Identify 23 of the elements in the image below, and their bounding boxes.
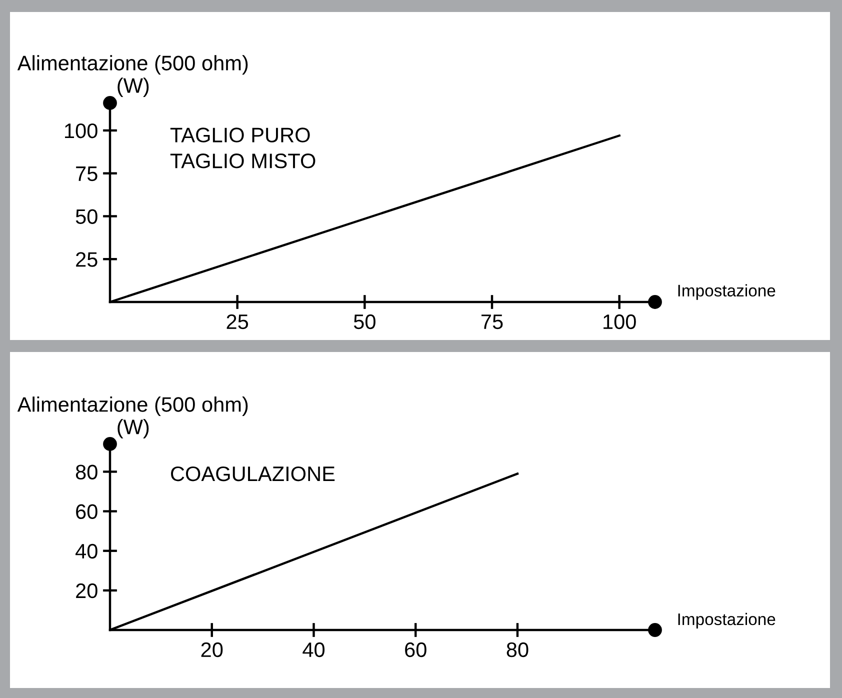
- annotation: COAGULAZIONE: [171, 466, 335, 482]
- x-tick-label: 40: [302, 642, 325, 658]
- y-tick-label: 50: [76, 209, 98, 224]
- y-tick-label: 40: [76, 544, 98, 559]
- y-tick-label: 20: [76, 583, 98, 598]
- x-tick-label: 75: [481, 314, 503, 330]
- x-tick-label: 60: [405, 642, 426, 658]
- y-tick-label: 60: [76, 504, 98, 520]
- x-tick-label: 50: [354, 314, 376, 330]
- y-axis-title: Alimentazione (500 ohm) (W): [17, 396, 248, 438]
- x-tick-label: 80: [506, 642, 528, 658]
- x-axis-title: Impostazione: [678, 284, 776, 300]
- x-axis-title: Impostazione: [678, 612, 776, 628]
- y-tick-label: 100: [65, 123, 98, 138]
- x-tick-label: 100: [604, 314, 636, 330]
- x-tick-label: 20: [201, 642, 223, 658]
- y-tick-label: 75: [76, 166, 98, 182]
- annotation: TAGLIO PURO: [170, 128, 310, 142]
- x-tick-label: 25: [226, 314, 248, 330]
- annotation: TAGLIO MISTO: [170, 154, 316, 168]
- y-tick-label: 25: [76, 252, 98, 267]
- y-axis-title: Alimentazione (500 ohm) (W): [17, 55, 248, 98]
- y-tick-label: 80: [76, 464, 98, 480]
